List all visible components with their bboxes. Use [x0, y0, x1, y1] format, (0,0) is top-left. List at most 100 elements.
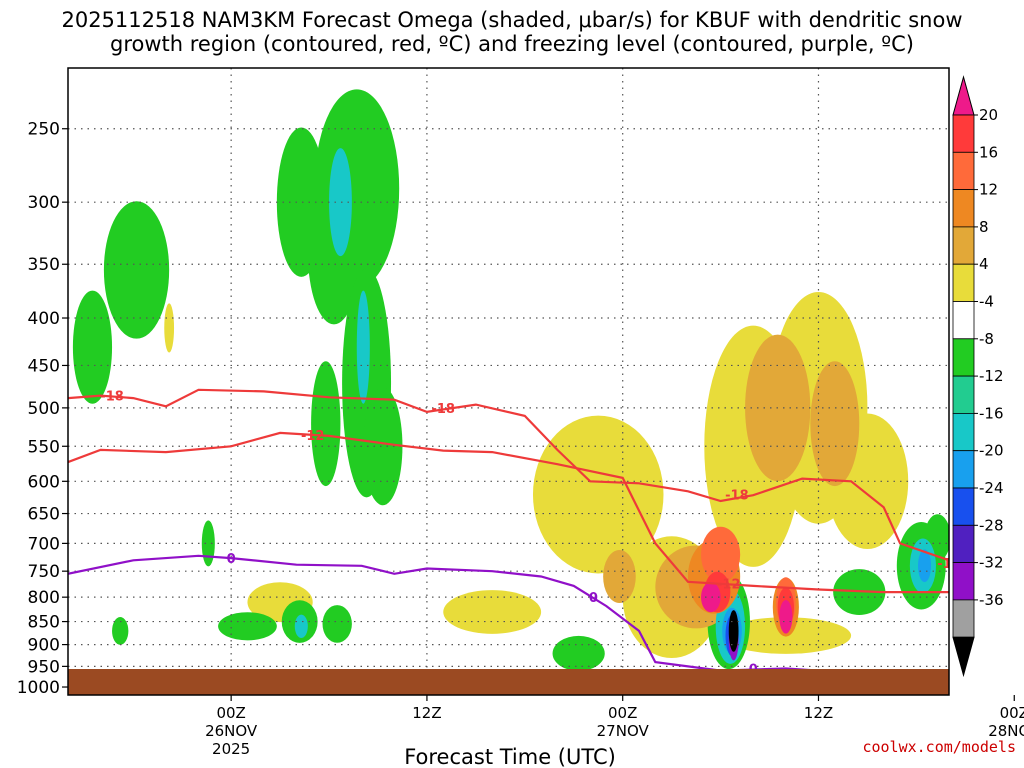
y-tick-label-300: 300	[28, 193, 60, 213]
x-tick-label-6-1: 26NOV	[205, 722, 258, 740]
colorbar-swatch-8	[952, 412, 975, 452]
y-tick-label-950: 950	[28, 657, 60, 677]
y-tick-label-500: 500	[28, 399, 60, 419]
colorbar-swatch-1	[952, 151, 975, 191]
omega-region-35	[356, 290, 370, 404]
dgz-minus-18-line-label-3: -18	[937, 557, 961, 572]
omega-region-18	[311, 361, 341, 487]
x-tick-label-6-0: 00Z	[216, 704, 245, 722]
dgz-minus-18-line-label-0: -18	[100, 390, 124, 405]
colorbar-label-0: 20	[979, 106, 998, 124]
colorbar-swatch-4	[952, 263, 975, 302]
colorbar-label-7: -12	[979, 367, 1004, 385]
y-tick-label-750: 750	[28, 562, 60, 582]
y-tick-label-1000: 1000	[17, 678, 60, 698]
x-axis: 00Z26NOV202512Z00Z27NOV12Z00Z28NOV	[205, 695, 1024, 758]
omega-region-24	[552, 635, 605, 671]
colorbar-swatch-13	[952, 599, 975, 638]
y-tick-label-850: 850	[28, 613, 60, 633]
y-tick-label-400: 400	[28, 309, 60, 329]
omega-region-12	[72, 290, 113, 404]
omega-region-43	[918, 549, 932, 583]
chart-title-line-1: 2025112518 NAM3KM Forecast Omega (shaded…	[61, 8, 962, 32]
y-tick-label-350: 350	[28, 255, 60, 275]
y-tick-label-650: 650	[28, 505, 60, 525]
dgz-minus-12-line-label-0: -12	[301, 429, 325, 444]
dgz-minus-18-line-label-1: -18	[431, 402, 455, 417]
plot-frame	[67, 67, 950, 696]
colorbar: 20 16 12 8 4 -4 -8 -12 -16 -20 -24 -28 -32 -36	[952, 75, 1004, 678]
y-axis: 250 300 350 400 450 500 550 600 650 700 750 800 850 9…	[17, 120, 68, 698]
colorbar-swatch-12	[952, 562, 975, 601]
x-tick-label-18-0: 12Z	[412, 704, 441, 722]
omega-region-23	[201, 520, 215, 567]
colorbar-swatch-3	[952, 226, 975, 265]
chart-title-line-2: growth region (contoured, red, ºC) and f…	[110, 32, 914, 56]
x-tick-label-6-2: 2025	[212, 740, 250, 758]
colorbar-swatch-11	[952, 524, 975, 563]
colorbar-label-5: -4	[979, 293, 994, 311]
freezing-level-line-label-1: 0	[589, 591, 598, 606]
colorbar-label-10: -24	[979, 479, 1004, 497]
colorbar-bottom-arrow	[952, 636, 975, 678]
omega-region-30	[603, 549, 636, 604]
x-tick-label-30-1: 27NOV	[597, 722, 650, 740]
y-tick-label-450: 450	[28, 356, 60, 376]
y-tick-label-550: 550	[28, 437, 60, 457]
colorbar-top-arrow	[952, 75, 975, 116]
colorbar-label-6: -8	[979, 330, 994, 348]
omega-region-21	[322, 605, 352, 643]
colorbar-label-9: -20	[979, 442, 1004, 460]
colorbar-label-2: 12	[979, 181, 998, 199]
colorbar-swatch-5	[952, 301, 975, 340]
omega-region-50	[779, 600, 793, 634]
dgz-minus-18-line	[68, 388, 949, 562]
freezing-level-line-label-0: 0	[227, 552, 236, 567]
colorbar-label-3: 8	[979, 218, 989, 236]
x-axis-title: Forecast Time (UTC)	[404, 745, 616, 768]
omega-region-3	[532, 415, 664, 574]
omega-region-52	[728, 610, 739, 652]
dgz-minus-18-line-label-2: -18	[725, 489, 749, 504]
y-tick-label-600: 600	[28, 472, 60, 492]
omega-region-11	[103, 201, 170, 339]
credit-link[interactable]: coolwx.com/models	[862, 738, 1016, 756]
colorbar-label-12: -32	[979, 554, 1004, 572]
omega-region-22	[112, 617, 129, 645]
omega-region-44	[701, 526, 741, 583]
colorbar-swatch-6	[952, 338, 975, 377]
omega-shading-layer	[72, 89, 949, 671]
grid-layer	[68, 68, 949, 695]
colorbar-label-11: -28	[979, 516, 1004, 534]
dgz-minus-12-line-label-1: -12	[717, 577, 741, 592]
colorbar-label-4: 4	[979, 255, 989, 273]
omega-region-34	[329, 148, 352, 257]
x-tick-label-54-0: 00Z	[1000, 704, 1024, 722]
omega-region-19	[218, 612, 277, 641]
omega-region-17	[363, 387, 403, 506]
y-tick-label-900: 900	[28, 636, 60, 656]
omega-region-49	[701, 582, 721, 613]
omega-region-2	[164, 303, 175, 353]
y-tick-label-700: 700	[28, 534, 60, 554]
colorbar-swatch-7	[952, 375, 975, 414]
colorbar-swatch-0	[952, 114, 975, 153]
y-tick-label-250: 250	[28, 120, 60, 140]
terrain-fill	[68, 669, 949, 695]
colorbar-label-1: 16	[979, 143, 998, 161]
omega-region-1	[443, 590, 542, 634]
omega-region-33	[810, 361, 860, 487]
colorbar-swatch-10	[952, 487, 975, 526]
colorbar-swatch-2	[952, 189, 975, 228]
omega-region-36	[294, 614, 308, 638]
colorbar-swatch-9	[952, 450, 975, 489]
colorbar-label-13: -36	[979, 591, 1004, 609]
x-tick-label-42-0: 12Z	[804, 704, 833, 722]
colorbar-label-8: -16	[979, 404, 1004, 422]
dgz-minus-12-line	[68, 431, 949, 594]
x-tick-label-30-0: 00Z	[608, 704, 637, 722]
x-tick-label-54-1: 28NOV	[988, 722, 1024, 740]
freezing-level-line	[68, 554, 949, 674]
plot-area: -18-18-18-18-12-12-12000	[68, 68, 961, 695]
